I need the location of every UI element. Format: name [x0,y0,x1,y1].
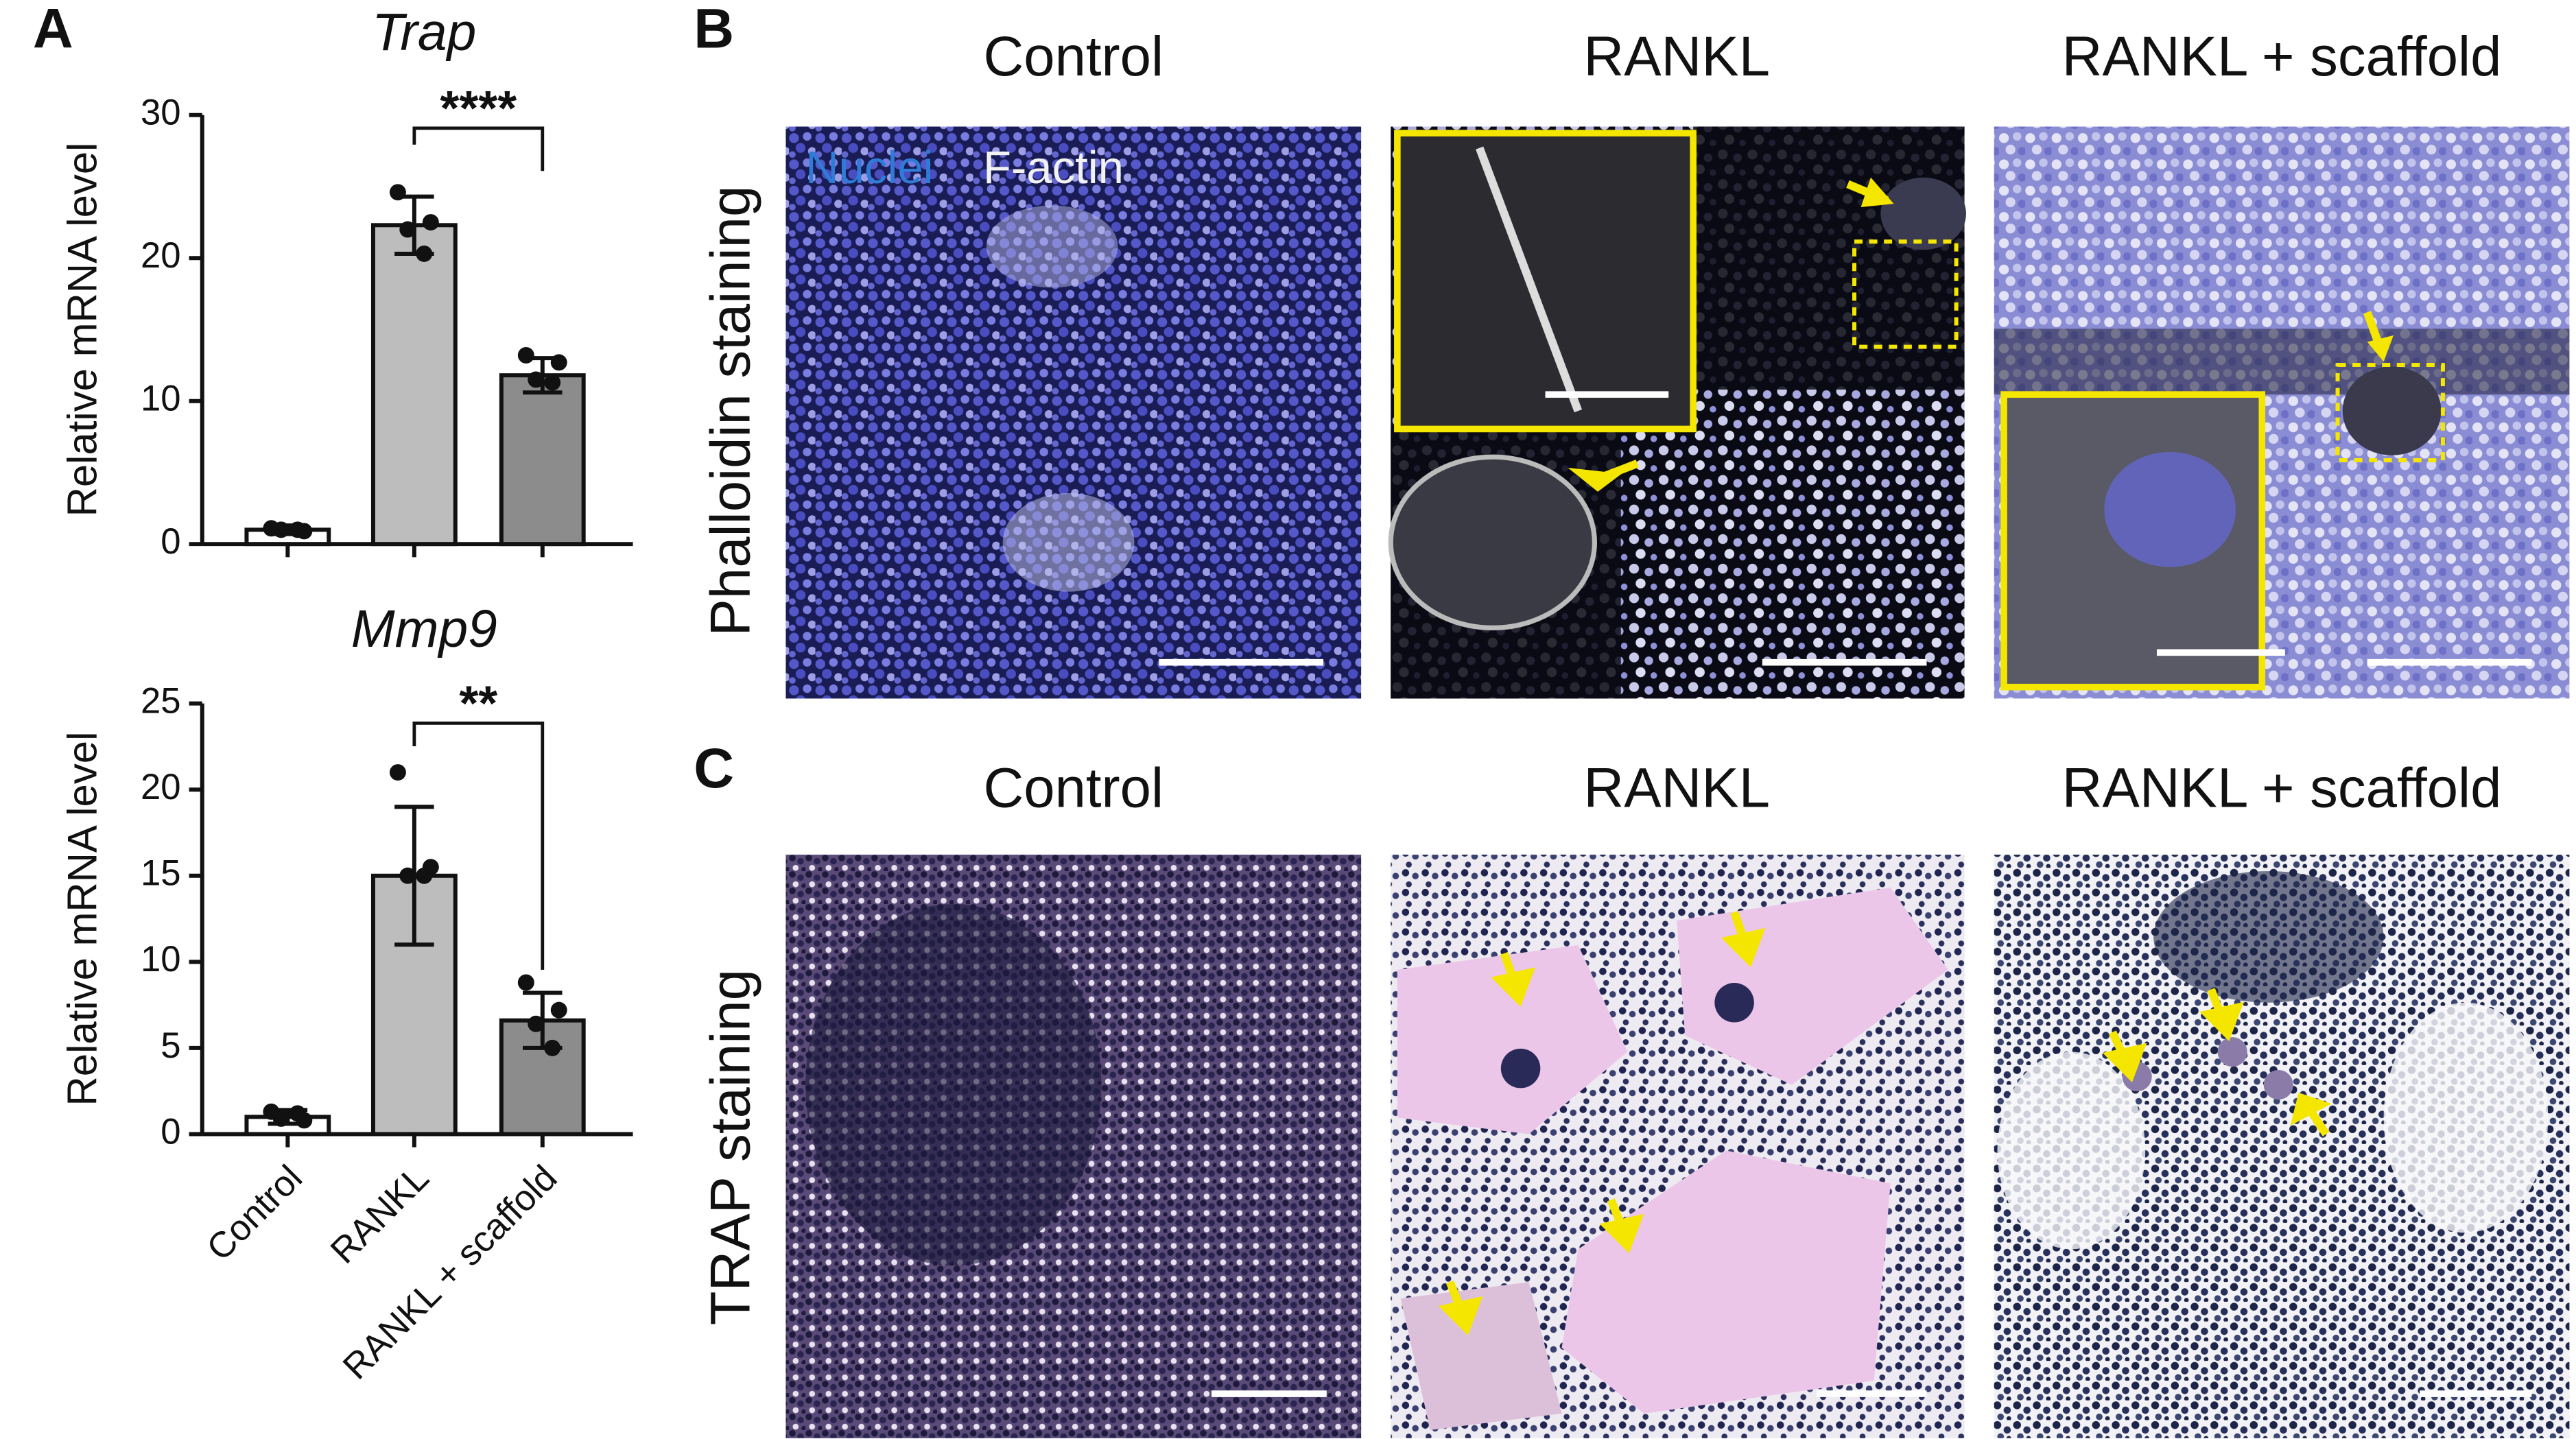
column-title: Control [983,757,1163,820]
data-point [389,764,406,781]
y-tick-label: 10 [141,939,181,979]
bar [370,223,458,547]
micrograph [785,855,1362,1438]
data-point [517,974,534,991]
column-title: RANKL + scaffold [2062,757,2502,820]
micrograph [1994,126,2570,699]
row-title: Phalloidin staining [700,186,762,637]
data-point [528,1015,545,1032]
y-tick-label: 5 [161,1025,180,1066]
significance-label: **** [440,81,517,136]
data-point [416,867,433,884]
data-point [389,184,406,201]
y-tick-label: 20 [141,235,181,276]
y-tick-label: 15 [141,853,181,894]
micrograph [1994,855,2570,1438]
significance-bracket [412,721,545,970]
data-point [272,521,289,538]
legend-label: F-actin [983,142,1124,193]
data-point [544,1039,561,1056]
y-tick-label: 20 [141,767,181,807]
chart-title: Trap [372,3,476,62]
significance-label: ** [459,676,497,730]
y-tick-label: 25 [141,681,181,722]
column-title: RANKL [1583,757,1770,820]
data-point [544,374,561,391]
data-point [399,867,416,884]
panel-label: B [694,0,734,60]
y-axis-title: Relative mRNA level [59,732,105,1106]
data-point [399,221,416,238]
data-point [289,1105,306,1122]
data-point [517,347,534,364]
micrograph [1388,126,1966,699]
y-tick-label: 30 [141,93,181,133]
legend-label: Nuclei [805,142,933,193]
significance-bracket [412,126,545,171]
column-title: RANKL [1583,25,1770,88]
x-tick-label: RANKL [323,1158,437,1272]
x-tick-label: Control [199,1158,310,1269]
y-tick-label: 10 [141,379,181,419]
data-point [550,1001,567,1019]
data-point [416,245,433,262]
panel-label: A [33,0,73,60]
panel-label: C [694,737,734,800]
column-title: Control [983,25,1163,88]
chart-title: Mmp9 [351,600,497,658]
micrograph [785,126,1362,699]
data-point [550,354,567,371]
data-point [422,214,439,231]
y-tick-label: 0 [161,1111,180,1152]
bar [499,373,586,547]
data-point [528,371,545,388]
row-title: TRAP staining [700,969,762,1325]
data-point [272,1110,289,1127]
y-axis-title: Relative mRNA level [59,143,105,517]
x-tick-label: RANKL + scaffold [335,1158,565,1388]
data-point [289,521,306,538]
micrograph [1391,855,1965,1438]
y-tick-label: 0 [161,521,180,562]
column-title: RANKL + scaffold [2062,25,2502,88]
